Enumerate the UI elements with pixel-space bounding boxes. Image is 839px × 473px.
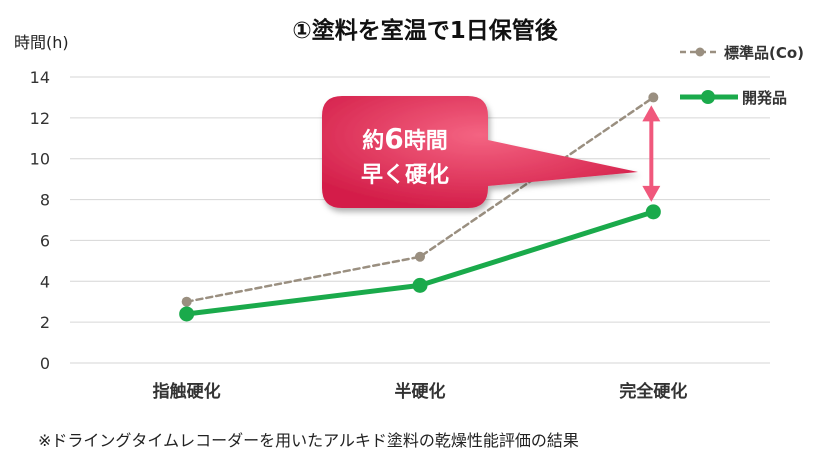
y-tick-14: 14 bbox=[30, 68, 50, 87]
y-tick-8: 8 bbox=[40, 191, 50, 210]
legend-label-developed: 開発品 bbox=[742, 89, 787, 107]
difference-arrow bbox=[642, 105, 661, 202]
legend-label-standard: 標準品(Co) bbox=[724, 44, 804, 62]
series-1-point-2 bbox=[415, 251, 425, 262]
arrow-head-down bbox=[642, 185, 661, 202]
y-tick-2: 2 bbox=[40, 313, 50, 332]
series-1-point-1 bbox=[181, 296, 192, 307]
legend-marker-developed bbox=[701, 90, 715, 104]
legend-marker-standard bbox=[695, 47, 705, 57]
series-line-2 bbox=[184, 209, 656, 317]
series-line-1 bbox=[185, 96, 655, 303]
callout-line-1: 約6時間 bbox=[362, 122, 448, 155]
y-tick-10: 10 bbox=[30, 150, 50, 169]
series bbox=[179, 92, 661, 322]
y-tick-12: 12 bbox=[30, 109, 50, 128]
arrow-head-up bbox=[642, 105, 661, 122]
x-tick-3: 完全硬化 bbox=[619, 381, 687, 402]
series-1-point-3 bbox=[648, 92, 659, 103]
y-tick-6: 6 bbox=[40, 231, 50, 250]
footnote: ※ドライングタイムレコーダーを用いたアルキド塗料の乾燥性能評価の結果 bbox=[38, 431, 579, 450]
x-tick-1: 指触硬化 bbox=[153, 381, 221, 402]
x-tick-labels: 指触硬化 半硬化 完全硬化 bbox=[153, 381, 688, 402]
callout-line-2: 早く硬化 bbox=[361, 162, 449, 188]
legend: 標準品(Co) 開発品 bbox=[680, 44, 804, 107]
chart-title: ①塗料を室温で1日保管後 bbox=[292, 17, 558, 44]
y-axis-label: 時間(h) bbox=[14, 33, 69, 52]
series-2-point-2 bbox=[412, 277, 428, 293]
y-tick-0: 0 bbox=[40, 354, 50, 373]
x-tick-2: 半硬化 bbox=[395, 381, 446, 402]
callout-bubble bbox=[322, 96, 638, 208]
callout bbox=[322, 96, 638, 208]
y-tick-labels: 0 2 4 6 8 10 12 14 bbox=[30, 68, 50, 373]
series-2-point-3 bbox=[645, 204, 661, 220]
y-tick-4: 4 bbox=[40, 272, 50, 291]
series-2-point-1 bbox=[179, 306, 195, 322]
